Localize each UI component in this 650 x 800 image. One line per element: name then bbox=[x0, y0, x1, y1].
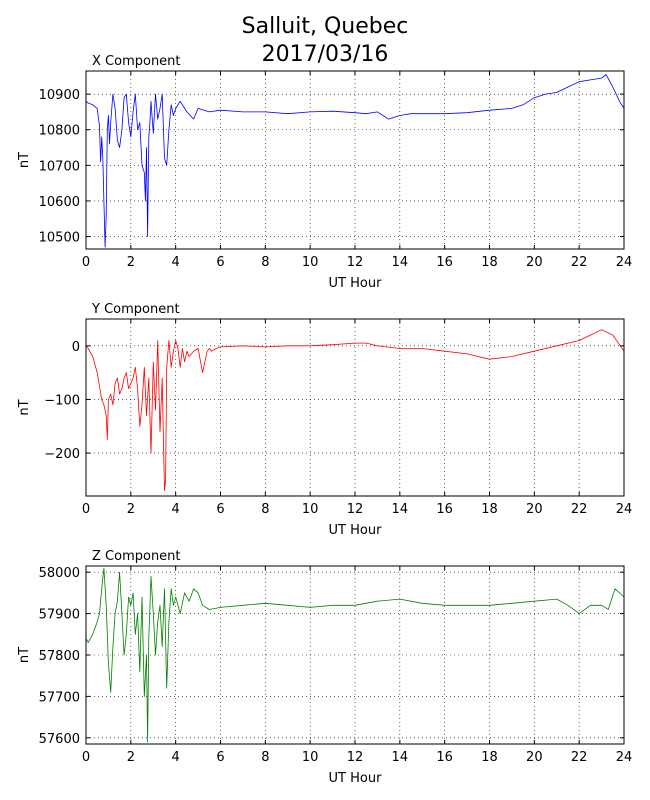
x-tick-label: 14 bbox=[392, 255, 409, 270]
x-tick-label: 0 bbox=[82, 255, 90, 270]
x-tick-label: 10 bbox=[302, 750, 319, 765]
panel-title: X Component bbox=[92, 54, 181, 69]
y-tick-label: 10600 bbox=[39, 195, 80, 210]
x-tick-label: 16 bbox=[436, 750, 453, 765]
x-tick-label: 20 bbox=[526, 255, 543, 270]
x-tick-label: 24 bbox=[616, 502, 633, 517]
y-tick-label: 10800 bbox=[39, 124, 80, 139]
panel-title: Z Component bbox=[92, 549, 181, 564]
series-line bbox=[85, 567, 625, 743]
y-tick-label: 57800 bbox=[39, 649, 80, 664]
x-axis-label: UT Hour bbox=[329, 276, 383, 291]
x-tick-label: 18 bbox=[481, 502, 498, 517]
y-tick-label: −200 bbox=[44, 447, 80, 462]
panel-title: Y Component bbox=[91, 302, 180, 317]
x-tick-label: 12 bbox=[347, 502, 364, 517]
x-tick-label: 16 bbox=[436, 255, 453, 270]
x-tick-label: 22 bbox=[571, 502, 588, 517]
x-tick-label: 24 bbox=[616, 255, 633, 270]
y-tick-label: 57600 bbox=[39, 732, 80, 747]
panel-3: 0 2 4 6 8 10 12 14 16 18 20 22 245760057700578005790… bbox=[17, 549, 632, 786]
x-tick-label: 4 bbox=[172, 750, 180, 765]
x-tick-label: 20 bbox=[526, 502, 543, 517]
x-tick-label: 20 bbox=[526, 750, 543, 765]
x-tick-label: 4 bbox=[172, 255, 180, 270]
x-tick-label: 8 bbox=[261, 750, 269, 765]
y-axis-label: nT bbox=[17, 647, 32, 663]
x-tick-label: 0 bbox=[82, 502, 90, 517]
x-tick-label: 6 bbox=[216, 255, 224, 270]
x-tick-label: 22 bbox=[571, 750, 588, 765]
y-tick-label: 10700 bbox=[39, 159, 80, 174]
y-tick-label: 58000 bbox=[39, 566, 80, 581]
x-tick-label: 18 bbox=[481, 255, 498, 270]
series-line bbox=[85, 74, 625, 248]
x-tick-label: 6 bbox=[216, 502, 224, 517]
x-tick-label: 6 bbox=[216, 750, 224, 765]
y-axis-label: nT bbox=[17, 152, 32, 168]
x-tick-label: 16 bbox=[436, 502, 453, 517]
y-tick-label: 10900 bbox=[39, 88, 80, 103]
x-tick-label: 2 bbox=[127, 750, 135, 765]
series-line bbox=[85, 329, 625, 491]
y-axis-label: nT bbox=[17, 399, 32, 415]
y-tick-label: 0 bbox=[72, 340, 80, 355]
x-tick-label: 2 bbox=[127, 502, 135, 517]
x-tick-label: 14 bbox=[392, 502, 409, 517]
x-tick-label: 22 bbox=[571, 255, 588, 270]
figure-title: Salluit, Quebec bbox=[242, 14, 409, 39]
figure-subtitle: 2017/03/16 bbox=[262, 42, 389, 67]
x-tick-label: 12 bbox=[347, 255, 364, 270]
x-tick-label: 18 bbox=[481, 750, 498, 765]
x-axis-label: UT Hour bbox=[329, 523, 383, 538]
x-tick-label: 0 bbox=[82, 750, 90, 765]
panel-1: 0 2 4 6 8 10 12 14 16 18 20 22 241050010600107001080… bbox=[17, 54, 632, 291]
x-tick-label: 8 bbox=[261, 502, 269, 517]
x-tick-label: 24 bbox=[616, 750, 633, 765]
x-tick-label: 10 bbox=[302, 255, 319, 270]
y-tick-label: 57700 bbox=[39, 690, 80, 705]
x-tick-label: 4 bbox=[172, 502, 180, 517]
x-tick-label: 14 bbox=[392, 750, 409, 765]
y-tick-label: 10500 bbox=[39, 231, 80, 246]
y-tick-label: 57900 bbox=[39, 608, 80, 623]
x-axis-label: UT Hour bbox=[329, 771, 383, 786]
y-tick-label: −100 bbox=[44, 393, 80, 408]
x-tick-label: 2 bbox=[127, 255, 135, 270]
x-tick-label: 12 bbox=[347, 750, 364, 765]
x-tick-label: 8 bbox=[261, 255, 269, 270]
x-tick-label: 10 bbox=[302, 502, 319, 517]
